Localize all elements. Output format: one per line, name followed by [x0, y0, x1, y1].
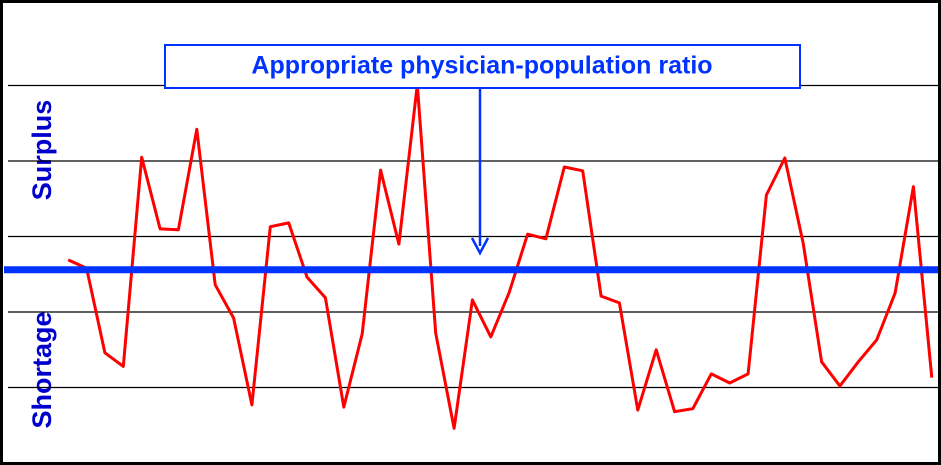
annotation-text: Appropriate physician-population ratio: [251, 52, 712, 80]
surplus-label: Surplus: [27, 100, 57, 201]
annotation-box: [164, 44, 801, 89]
shortage-label: Shortage: [27, 311, 57, 428]
data-line: [67, 83, 934, 430]
arrow-head: [470, 237, 490, 256]
